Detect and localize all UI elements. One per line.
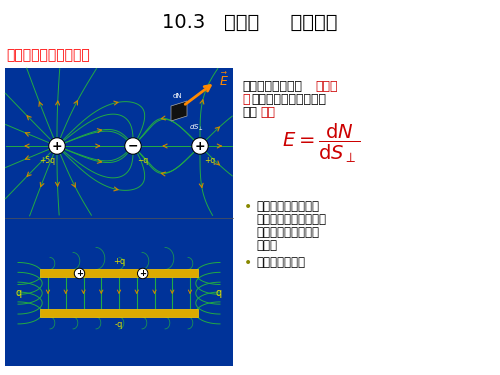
Text: +: + (139, 269, 146, 278)
Text: 切线方: 切线方 (315, 80, 338, 93)
Text: 电力线起始于正电荷: 电力线起始于正电荷 (256, 200, 319, 213)
Bar (40, 309, 198, 317)
Circle shape (76, 270, 84, 278)
Text: •: • (244, 256, 252, 270)
Text: −q: −q (137, 156, 148, 165)
Text: 疏密: 疏密 (260, 106, 275, 119)
Text: +: + (76, 269, 83, 278)
Text: 场强方向沿电力线: 场强方向沿电力线 (242, 80, 302, 93)
Circle shape (125, 138, 141, 154)
Text: +: + (52, 140, 62, 153)
Bar (40, 270, 198, 278)
Text: 于负电荷（或无穷远: 于负电荷（或无穷远 (256, 226, 319, 239)
Text: 一、电力线（电场线）: 一、电力线（电场线） (6, 48, 90, 62)
Polygon shape (171, 101, 187, 121)
Bar (5, 68, 233, 366)
Circle shape (193, 139, 207, 153)
Text: +q: +q (113, 257, 125, 266)
Circle shape (138, 268, 147, 279)
Text: 线的: 线的 (242, 106, 257, 119)
Circle shape (138, 270, 146, 278)
Text: 10.3   电通量     高斯定理: 10.3 电通量 高斯定理 (162, 12, 338, 32)
Text: +: + (194, 140, 205, 153)
Text: 向: 向 (242, 93, 250, 106)
Text: +q: +q (204, 156, 215, 165)
Text: •: • (244, 200, 252, 214)
Circle shape (49, 138, 65, 154)
Text: +5q: +5q (39, 156, 55, 165)
Circle shape (74, 268, 85, 279)
Text: ，场强大小取决于电力: ，场强大小取决于电力 (251, 93, 326, 106)
Text: $\vec{E}$: $\vec{E}$ (219, 71, 229, 88)
Text: 电力线不相交。: 电力线不相交。 (256, 256, 305, 269)
Text: 处）。: 处）。 (256, 239, 277, 252)
Text: $dS_\perp$: $dS_\perp$ (189, 123, 204, 133)
Text: $E = \dfrac{\mathrm{d}N}{\mathrm{d}S_{\perp}}$: $E = \dfrac{\mathrm{d}N}{\mathrm{d}S_{\p… (282, 122, 360, 165)
Text: （或无穷远处），终止: （或无穷远处），终止 (256, 213, 326, 226)
Text: dN: dN (172, 93, 182, 99)
Circle shape (50, 139, 64, 153)
Text: q: q (216, 288, 222, 298)
Text: -q: -q (115, 320, 123, 329)
Text: q: q (16, 288, 22, 298)
Circle shape (192, 138, 208, 154)
Text: −: − (128, 140, 138, 153)
Circle shape (126, 139, 140, 153)
